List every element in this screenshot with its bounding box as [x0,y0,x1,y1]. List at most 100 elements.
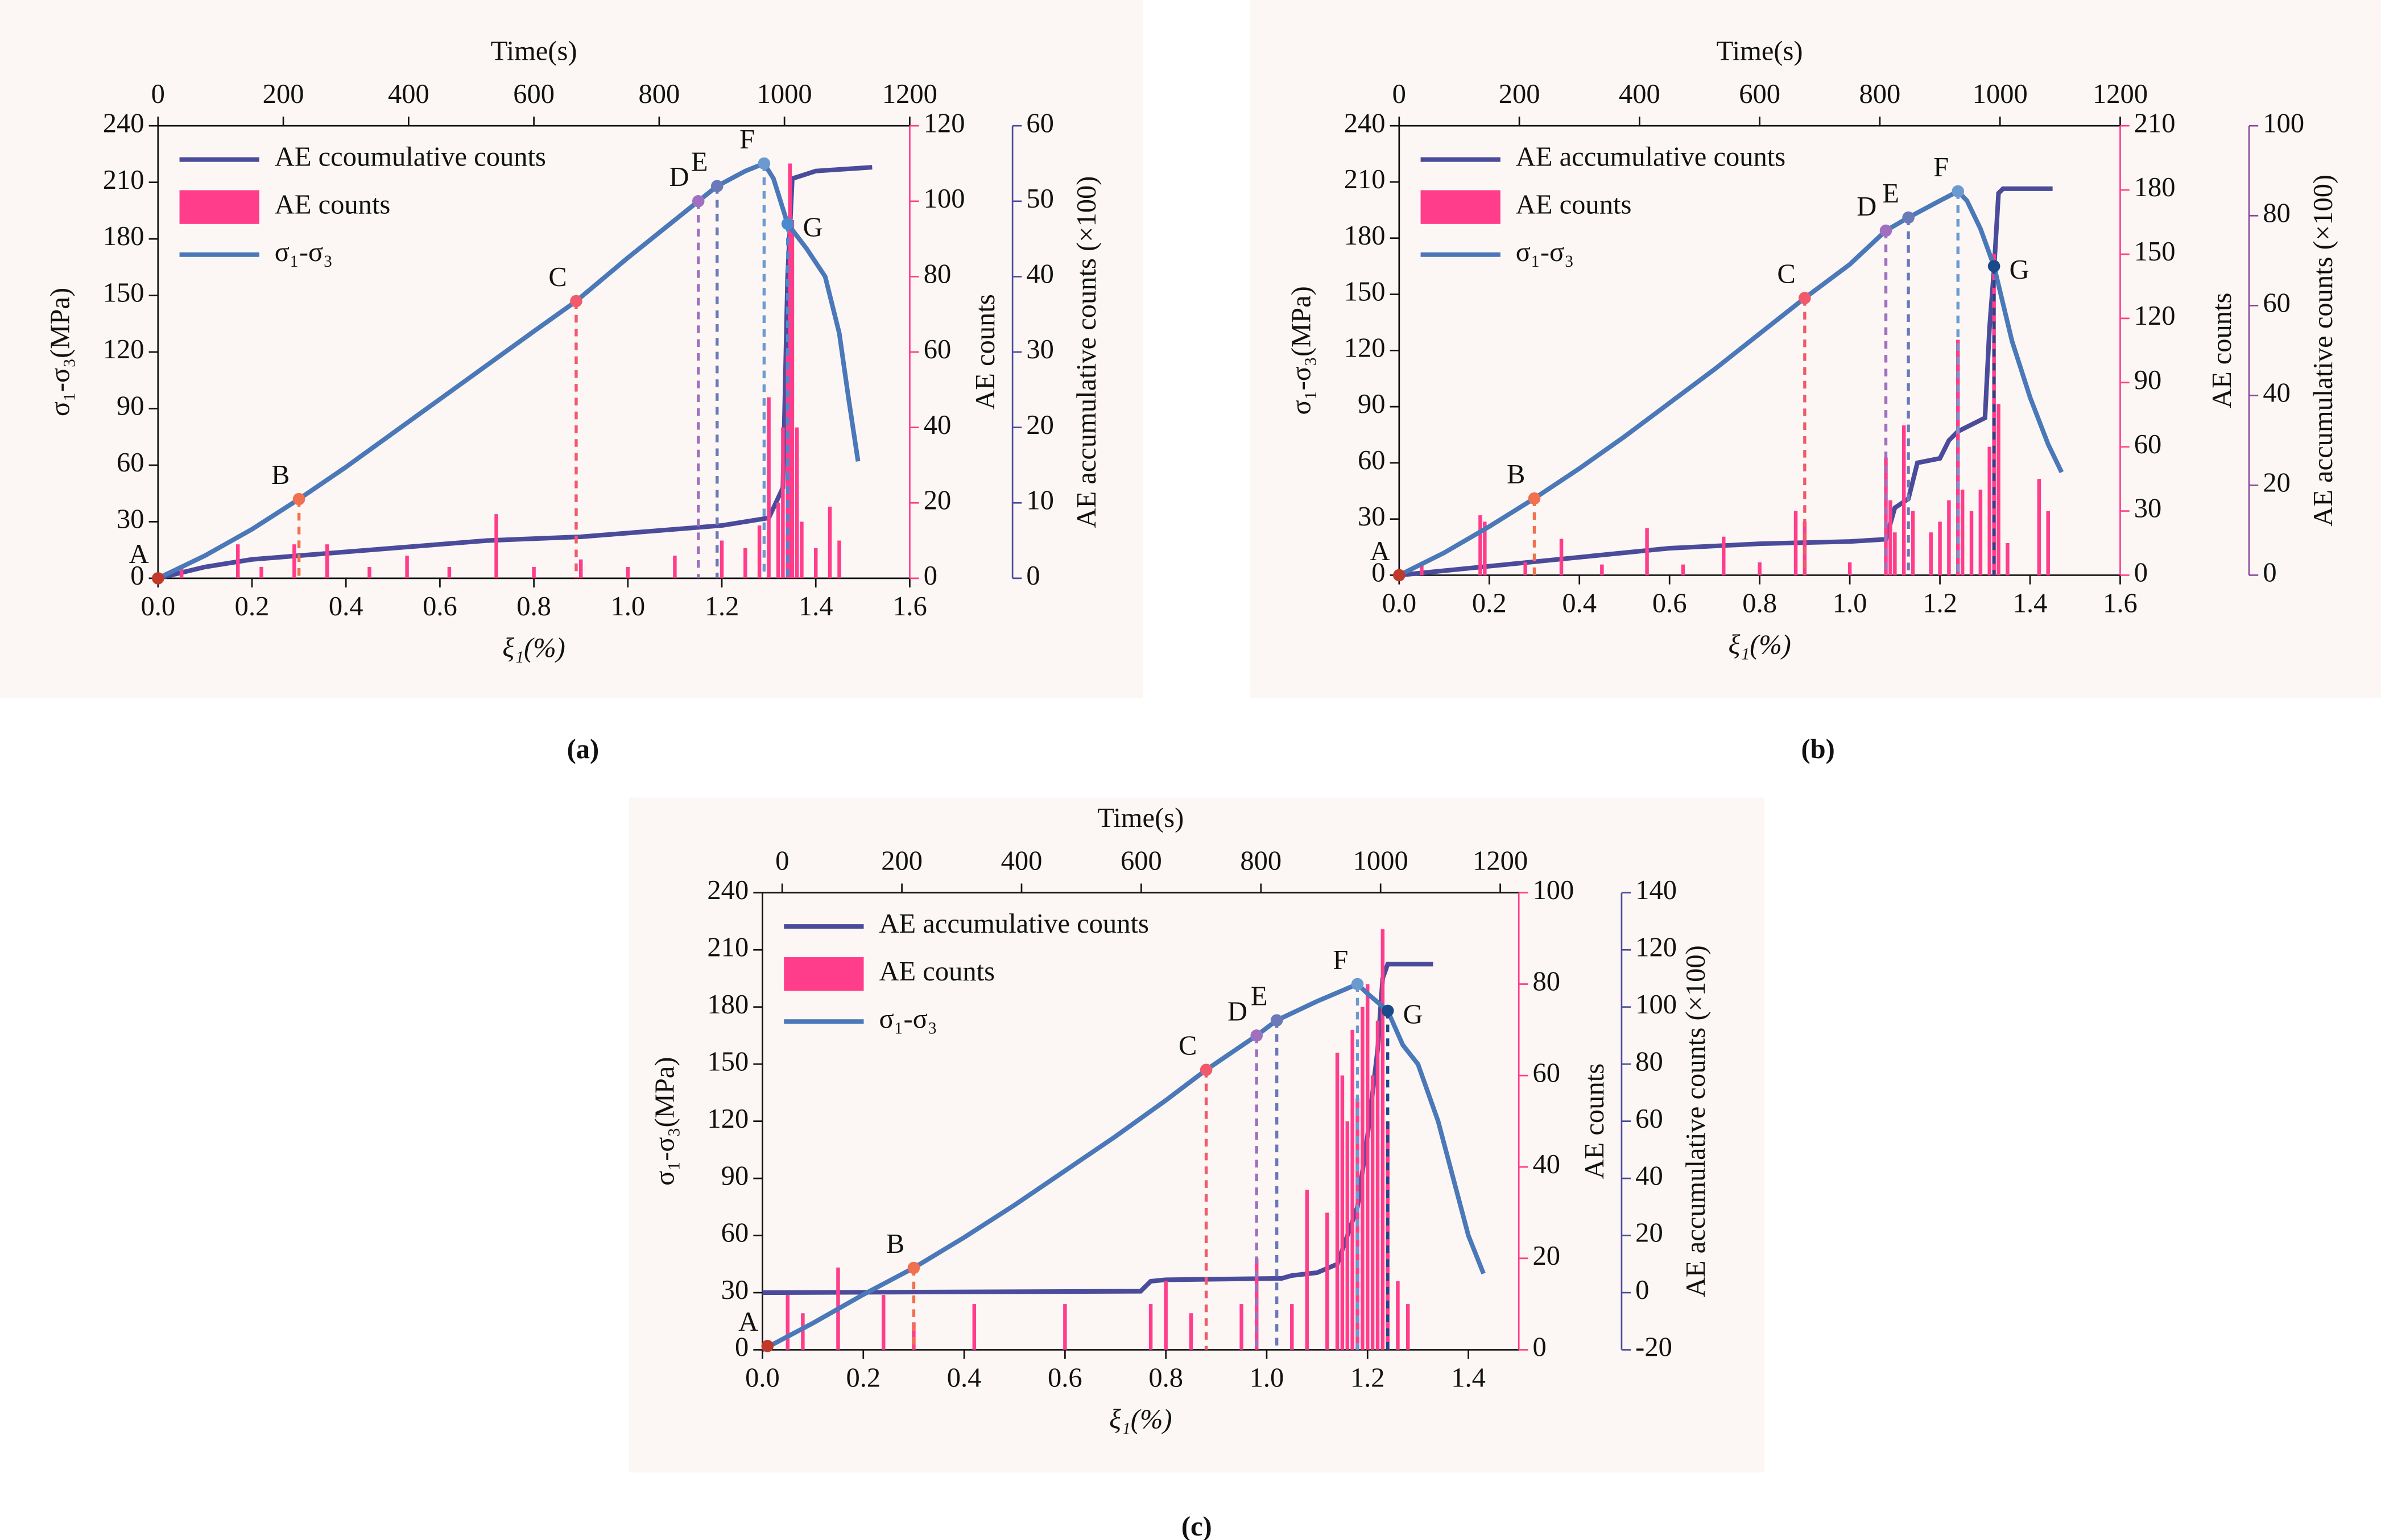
top-tick-label: 1000 [757,79,812,109]
ae-bar [743,548,747,578]
x-tick-label: 1.4 [1451,1363,1486,1393]
point-marker [1902,211,1915,224]
y2-tick-label: 100 [924,184,965,214]
top-tick-label: 400 [388,79,429,109]
point-marker [1799,292,1811,304]
x-tick-label: 1.4 [2013,589,2048,619]
point-marker [692,195,705,208]
ae-bar [1148,1304,1153,1350]
point-label: D [1857,192,1876,222]
ae-bar [2037,479,2041,576]
x-tick-label: 0.0 [745,1363,780,1393]
ae-bar [1164,1281,1168,1350]
ae-bar [813,548,818,578]
x-tick-label: 0.6 [1048,1363,1082,1393]
ae-bar [1325,1212,1329,1350]
y-tick-label: 120 [103,334,144,365]
ae-bar [1345,1121,1350,1350]
y3-tick-label: 80 [1635,1046,1663,1077]
point-label: E [1251,982,1268,1012]
y3-tick-label: 0 [1635,1275,1649,1305]
point-marker [781,217,794,230]
x-tick-label: 0.8 [516,591,551,622]
y3-axis-title: AE accumulative counts (×100) [1681,945,1711,1297]
y-tick-label: 210 [1344,164,1386,194]
ae-bar [325,544,329,578]
y-tick-label: 60 [117,448,144,478]
ae-bar [1370,1075,1375,1350]
x-tick-label: 0.2 [235,591,270,622]
y2-tick-label: 0 [1532,1332,1546,1363]
top-tick-label: 800 [638,79,680,109]
ae-bar [1960,489,1965,576]
point-marker [1351,978,1364,991]
ae-bar [837,540,841,578]
x-tick-label: 0.0 [1382,589,1416,619]
y-tick-label: 180 [103,221,144,251]
ae-bar [1793,511,1798,576]
y-tick-label: 30 [117,504,144,535]
y2-tick-label: 90 [2134,365,2162,395]
y3-tick-label: -20 [1635,1332,1672,1363]
point-label: E [691,147,708,177]
point-marker [292,492,305,506]
point-label: C [548,262,567,292]
x-tick-label: 0.4 [1562,589,1597,619]
top-tick-label: 600 [1739,79,1780,109]
y3-tick-label: 60 [1635,1104,1663,1134]
y-tick-label: 150 [1344,277,1386,307]
ae-bar [1758,562,1762,576]
y-tick-label: 240 [707,875,749,905]
ae-bar [1929,532,1933,576]
x-tick-label: 1.6 [2103,589,2138,619]
x-tick-label: 0.4 [947,1363,982,1393]
y-tick-label: 90 [117,391,144,421]
y-axis-title: σ₁-σ₃(MPa) [46,288,76,416]
legend-label: AE counts [275,189,391,220]
x-tick-label: 1.4 [799,591,833,622]
y3-tick-label: 0 [1026,561,1040,591]
y2-axis-title: AE counts [2207,293,2237,409]
point-label: C [1777,259,1795,289]
y-axis-title: σ₁-σ₃(MPa) [650,1057,680,1185]
y2-tick-label: 30 [2134,494,2162,524]
ae-bar [1340,1075,1345,1350]
panel-background [0,0,1143,698]
top-tick-label: 600 [1121,846,1162,876]
point-marker [1952,185,1965,198]
ae-bar [786,1295,790,1350]
ae-bar [1992,254,1996,576]
ae-bar [1380,929,1385,1350]
ae-bar [1884,457,1888,576]
ae-bar [1375,1020,1380,1350]
ae-bar [1305,1190,1309,1350]
ae-bar [1361,1007,1365,1350]
point-marker [570,295,582,308]
ae-bar [1645,528,1649,576]
top-axis-title: Time(s) [1097,803,1184,833]
legend-label: σ₁-σ₃ [1516,237,1574,267]
ae-bar [1978,489,1983,576]
point-label: G [2010,255,2029,285]
y-tick-label: 180 [707,990,749,1020]
legend-label: AE ccoumulative counts [275,142,546,172]
x-axis-title: ξ₁(%) [502,633,565,663]
series-line [1398,188,2064,578]
y-tick-label: 90 [1358,389,1386,419]
panel-label: (c) [1181,1512,1212,1540]
ae-bar [788,163,792,578]
y2-tick-label: 80 [1532,967,1560,997]
point-label: B [886,1229,904,1259]
point-marker [1270,1014,1283,1026]
top-tick-label: 0 [1392,79,1406,109]
ae-bar [972,1304,977,1350]
y-tick-label: 60 [1358,445,1386,475]
ae-bar [578,559,583,578]
ae-bar [235,544,240,578]
ae-bar [626,566,630,578]
x-tick-label: 0.6 [1652,589,1687,619]
ae-bar [1396,1281,1400,1350]
y2-tick-label: 20 [924,485,952,515]
point-marker [710,180,724,193]
y3-tick-label: 40 [1635,1161,1663,1191]
